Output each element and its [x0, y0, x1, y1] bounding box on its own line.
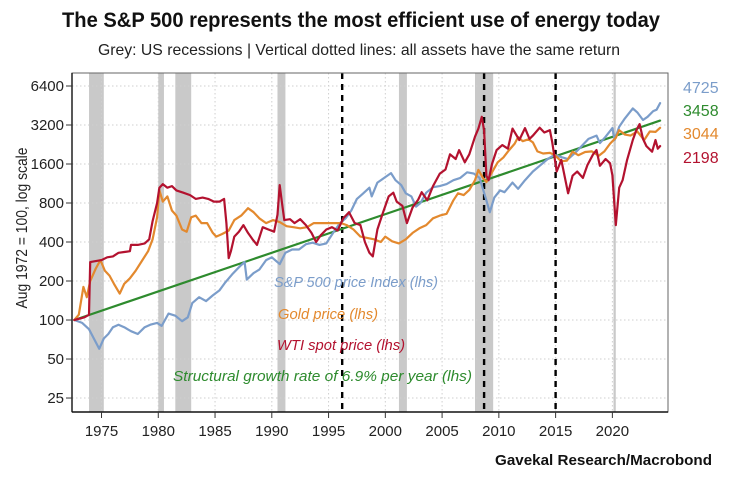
gridlines	[72, 73, 668, 412]
gold-line	[73, 126, 662, 322]
end-label-structural-growth: 3458	[683, 103, 719, 120]
x-tick-label: 2015	[539, 423, 572, 440]
chart-title: The S&P 500 represents the most efficien…	[62, 9, 660, 32]
x-tick-label: 1975	[85, 423, 118, 440]
y-tick-label: 1600	[31, 156, 64, 173]
series-lines	[73, 102, 662, 350]
y-tick-label: 200	[39, 273, 64, 290]
x-tick-label: 1985	[198, 423, 231, 440]
legend-label-structural-growth: Structural growth rate of 6.9% per year …	[173, 368, 472, 385]
plot-area: S&P 500 price Index (lhs) Gold price (lh…	[71, 72, 669, 413]
x-tick-label: 1990	[255, 423, 288, 440]
y-tick-label: 25	[47, 390, 64, 407]
wti-line	[73, 115, 662, 322]
x-tick-label: 2020	[596, 423, 629, 440]
recession-bar	[175, 73, 192, 412]
legend: S&P 500 price Index (lhs) Gold price (lh…	[173, 274, 472, 385]
y-tick-label: 6400	[31, 78, 64, 95]
x-tick-label: 2005	[425, 423, 458, 440]
x-tick-label: 2010	[482, 423, 515, 440]
y-tick-label: 800	[39, 195, 64, 212]
sp500-line	[73, 102, 662, 350]
y-tick-label: 50	[47, 351, 64, 368]
end-value-labels: 4725 3458 3044 2198	[683, 80, 719, 167]
y-axis-ticks: 6400 3200 1600 800 400 200 100 50 25	[31, 78, 72, 407]
x-tick-label: 1995	[312, 423, 345, 440]
y-tick-label: 100	[39, 312, 64, 329]
end-label-wti: 2198	[683, 150, 719, 167]
x-tick-label: 2000	[369, 423, 402, 440]
y-tick-label: 3200	[31, 117, 64, 134]
end-label-gold: 3044	[683, 126, 719, 143]
end-label-sp500: 4725	[683, 80, 719, 97]
source-note: Gavekal Research/Macrobond	[495, 452, 712, 469]
legend-label-sp500: S&P 500 price Index (lhs)	[274, 274, 438, 291]
structural-growth-line	[73, 119, 662, 322]
x-axis-ticks: 1975 1980 1985 1990 1995 2000 2005 2010 2015 2020	[85, 412, 629, 440]
legend-label-gold: Gold price (lhs)	[278, 306, 378, 323]
recession-bar	[398, 73, 407, 412]
y-axis-label: Aug 1972 = 100, log scale	[14, 147, 31, 308]
x-tick-label: 1980	[142, 423, 175, 440]
legend-label-wti: WTI spot price (lhs)	[277, 337, 405, 354]
recession-bar	[613, 73, 616, 412]
chart-subtitle: Grey: US recessions | Vertical dotted li…	[98, 42, 620, 59]
y-tick-label: 400	[39, 234, 64, 251]
